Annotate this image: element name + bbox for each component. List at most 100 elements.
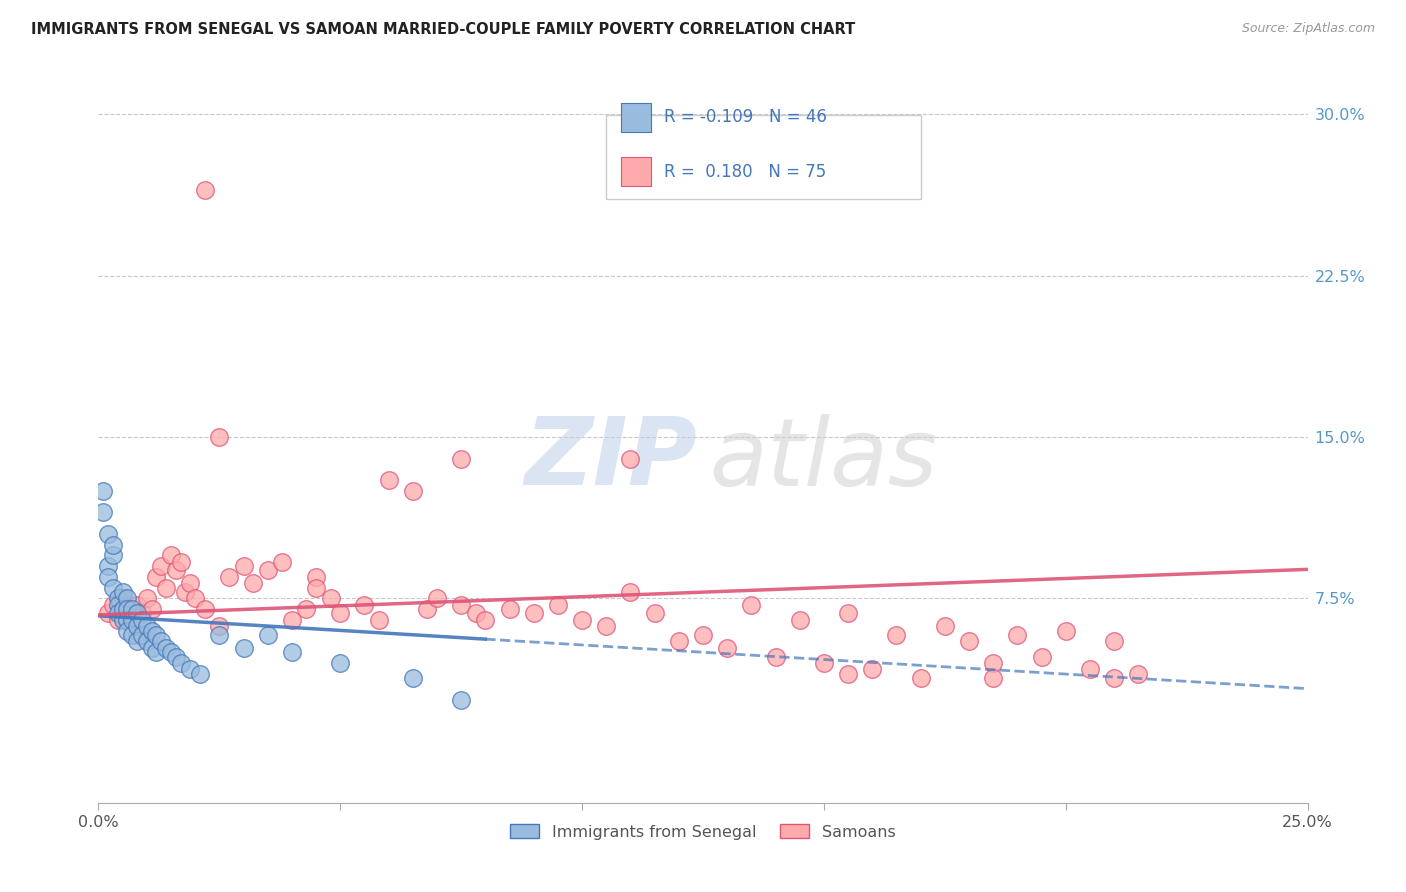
Point xyxy=(837,607,859,621)
Point xyxy=(981,671,1004,685)
Point xyxy=(145,645,167,659)
Point xyxy=(107,598,129,612)
Point xyxy=(981,656,1004,670)
Text: ZIP: ZIP xyxy=(524,413,697,505)
Point xyxy=(127,598,149,612)
Point xyxy=(860,662,883,676)
Text: atlas: atlas xyxy=(709,414,938,505)
Point xyxy=(141,624,163,638)
Point xyxy=(150,634,173,648)
Point xyxy=(242,576,264,591)
Legend: Immigrants from Senegal, Samoans: Immigrants from Senegal, Samoans xyxy=(503,818,903,846)
Point xyxy=(498,602,520,616)
Point xyxy=(135,634,157,648)
Point xyxy=(1054,624,1077,638)
Point xyxy=(595,619,617,633)
Point xyxy=(127,628,149,642)
Point xyxy=(169,555,191,569)
Point xyxy=(165,564,187,578)
Point xyxy=(295,602,318,616)
Point xyxy=(127,619,149,633)
Point xyxy=(101,549,124,563)
Point xyxy=(97,527,120,541)
Point xyxy=(1078,662,1101,676)
Point xyxy=(117,602,139,616)
Point xyxy=(256,628,278,642)
Point xyxy=(179,662,201,676)
Point xyxy=(450,692,472,706)
Point xyxy=(121,613,143,627)
Point xyxy=(281,645,304,659)
Point xyxy=(141,640,163,655)
Point xyxy=(218,570,240,584)
Point xyxy=(165,649,187,664)
Point xyxy=(101,598,124,612)
Point xyxy=(319,591,342,606)
Point xyxy=(194,602,217,616)
Point xyxy=(145,628,167,642)
Point xyxy=(111,591,134,606)
Point xyxy=(1102,634,1125,648)
Point xyxy=(1128,666,1150,681)
Text: R =  0.180   N = 75: R = 0.180 N = 75 xyxy=(664,162,827,180)
Text: R = -0.109   N = 46: R = -0.109 N = 46 xyxy=(664,109,827,127)
Point xyxy=(91,483,114,498)
Point xyxy=(111,602,134,616)
Point xyxy=(117,613,139,627)
Point xyxy=(813,656,835,670)
Point xyxy=(547,598,569,612)
Point xyxy=(121,613,143,627)
Point xyxy=(353,598,375,612)
Point xyxy=(256,564,278,578)
Point xyxy=(135,619,157,633)
Point xyxy=(329,607,352,621)
Point xyxy=(131,628,153,642)
Point xyxy=(117,591,139,606)
Point xyxy=(150,559,173,574)
Point xyxy=(145,570,167,584)
Point xyxy=(1102,671,1125,685)
Point xyxy=(957,634,980,648)
Point xyxy=(886,628,908,642)
Point xyxy=(474,613,496,627)
Point xyxy=(111,613,134,627)
Point xyxy=(305,570,328,584)
Point xyxy=(208,430,231,444)
Point xyxy=(121,628,143,642)
Point xyxy=(450,451,472,466)
Point xyxy=(160,549,183,563)
Point xyxy=(141,602,163,616)
Point xyxy=(571,613,593,627)
Point xyxy=(135,591,157,606)
Point xyxy=(208,619,231,633)
Point xyxy=(1031,649,1053,664)
Point xyxy=(910,671,932,685)
Point xyxy=(765,649,787,664)
Point xyxy=(107,613,129,627)
Point xyxy=(464,607,486,621)
Point xyxy=(450,598,472,612)
Point xyxy=(111,585,134,599)
Point xyxy=(107,607,129,621)
Point xyxy=(155,581,177,595)
Point xyxy=(121,602,143,616)
Point xyxy=(668,634,690,648)
Point xyxy=(271,555,294,569)
FancyBboxPatch shape xyxy=(606,115,921,200)
Point xyxy=(97,559,120,574)
Point xyxy=(426,591,449,606)
Point xyxy=(740,598,762,612)
Text: Source: ZipAtlas.com: Source: ZipAtlas.com xyxy=(1241,22,1375,36)
Point xyxy=(160,645,183,659)
Point xyxy=(644,607,666,621)
Point xyxy=(692,628,714,642)
Point xyxy=(368,613,391,627)
Point xyxy=(402,671,425,685)
Point xyxy=(107,591,129,606)
Point xyxy=(155,640,177,655)
Point xyxy=(305,581,328,595)
Point xyxy=(194,183,217,197)
Point xyxy=(402,483,425,498)
Point xyxy=(377,473,399,487)
Point xyxy=(97,570,120,584)
